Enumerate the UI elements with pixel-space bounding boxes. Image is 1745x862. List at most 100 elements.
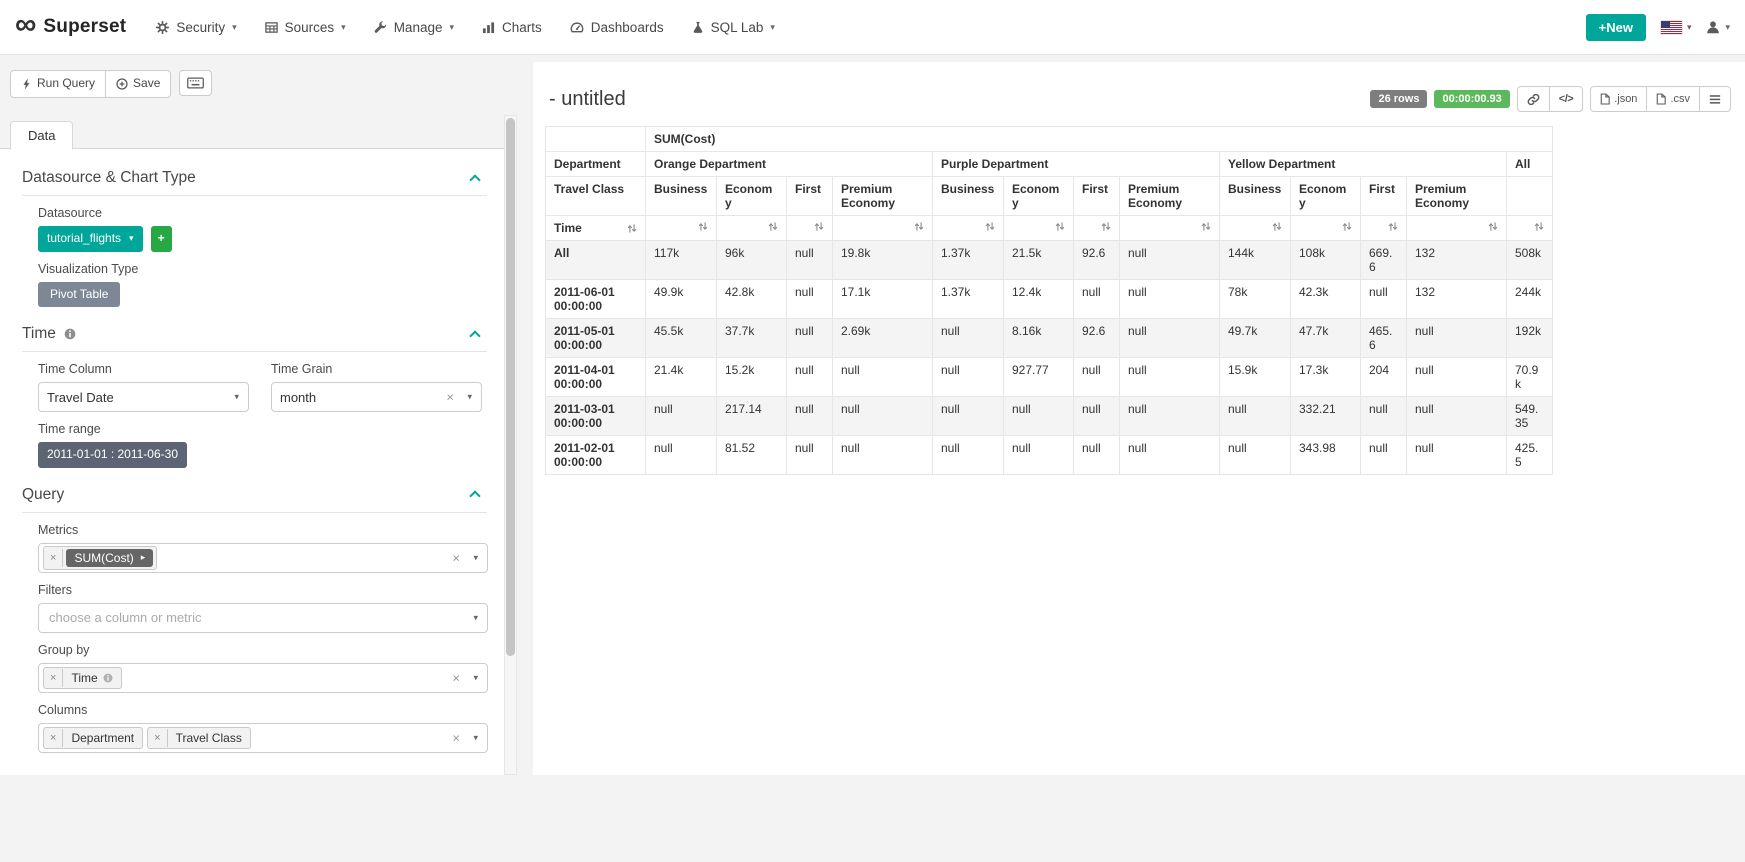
edit-datasource-button[interactable]: +: [150, 226, 172, 252]
pivot-cell: null: [832, 357, 933, 398]
sort-icon[interactable]: [1101, 221, 1111, 232]
pivot-sort-column[interactable]: [786, 215, 833, 242]
section-header-time[interactable]: Time: [22, 317, 487, 353]
pivot-row-header: 2011-06-01 00:00:00: [545, 279, 646, 320]
filters-select[interactable]: choose a column or metric ▾: [38, 602, 488, 633]
embed-code-button[interactable]: </>: [1548, 86, 1584, 113]
viz-type-button[interactable]: Pivot Table: [38, 281, 121, 308]
nav-item-charts[interactable]: Charts: [482, 20, 542, 35]
pivot-sort-column[interactable]: [1290, 215, 1361, 242]
section-header-query[interactable]: Query: [22, 478, 487, 513]
metric-pill[interactable]: SUM(Cost) ▸: [66, 548, 154, 567]
pivot-group-header: Yellow Department: [1219, 151, 1507, 178]
sort-icon[interactable]: [1201, 221, 1211, 232]
pivot-sort-time[interactable]: Time: [545, 215, 646, 242]
file-icon: [1656, 93, 1667, 105]
columns-select[interactable]: × Department × Travel Class × ▾: [38, 722, 488, 753]
chart-menu-button[interactable]: [1699, 86, 1731, 113]
caret-down-icon: ▾: [473, 732, 478, 743]
datasource-button[interactable]: tutorial_flights ▾: [38, 226, 143, 252]
nav-item-dashboards[interactable]: Dashboards: [570, 20, 664, 35]
export-json-button[interactable]: .json: [1590, 86, 1648, 113]
token-travel-class[interactable]: × Travel Class: [147, 726, 251, 749]
keyboard-shortcuts-button[interactable]: [179, 70, 213, 96]
chart-title[interactable]: - untitled: [549, 87, 626, 110]
pivot-sort-column[interactable]: [1119, 215, 1220, 242]
pivot-cell: null: [1073, 279, 1120, 320]
sort-icon[interactable]: [1342, 221, 1352, 232]
sort-icon[interactable]: [814, 221, 824, 232]
token-time[interactable]: × Time: [43, 666, 122, 689]
sort-icon[interactable]: [1488, 221, 1498, 232]
remove-icon[interactable]: ×: [44, 728, 64, 747]
section-datasource: Datasource & Chart Type Datasource tutor…: [22, 161, 487, 308]
pivot-row: All 117k 96k null 19.8k 1.37k 21.5k 92.6 null 144…: [545, 240, 1554, 281]
clear-icon[interactable]: ×: [452, 670, 460, 686]
pivot-cell: 49.7k: [1219, 318, 1291, 359]
clear-icon[interactable]: ×: [446, 389, 454, 405]
time-column-select[interactable]: Travel Date ▾: [38, 382, 249, 413]
sort-icon[interactable]: [985, 221, 995, 232]
pivot-cell: 1.37k: [932, 240, 1004, 281]
run-query-button[interactable]: Run Query: [10, 70, 107, 98]
nav-item-sql-lab[interactable]: SQL Lab ▾: [692, 20, 775, 35]
caret-down-icon: ▾: [341, 21, 346, 32]
pivot-sort-column[interactable]: [1406, 215, 1507, 242]
pivot-cell: null: [1119, 240, 1220, 281]
section-header-datasource[interactable]: Datasource & Chart Type: [22, 161, 487, 196]
sort-icon[interactable]: [1055, 221, 1065, 232]
nav-item-security[interactable]: Security ▾: [156, 20, 237, 35]
export-csv-button[interactable]: .csv: [1646, 86, 1700, 113]
token-department[interactable]: × Department: [43, 726, 144, 749]
sort-icon[interactable]: [1534, 221, 1544, 232]
groupby-select[interactable]: × Time × ▾: [38, 662, 488, 693]
brand[interactable]: ∞ Superset: [15, 9, 126, 40]
new-button[interactable]: +New: [1585, 13, 1646, 41]
language-selector[interactable]: ▾: [1660, 20, 1691, 34]
save-button[interactable]: Save: [105, 70, 172, 98]
remove-icon[interactable]: ×: [44, 548, 64, 567]
sort-icon[interactable]: [768, 221, 778, 232]
pivot-sort-column[interactable]: [1073, 215, 1120, 242]
pivot-class-header: Premium Economy: [832, 176, 933, 217]
pivot-sort-column[interactable]: [1505, 215, 1554, 242]
time-grain-select[interactable]: month × ▾: [271, 382, 482, 413]
left-pane-scrollbar[interactable]: [504, 115, 517, 775]
pivot-cell: null: [1073, 435, 1120, 476]
tab-data[interactable]: Data: [10, 121, 74, 150]
pivot-class-header: Business: [1219, 176, 1291, 217]
token-sum-cost[interactable]: × SUM(Cost) ▸: [43, 545, 158, 570]
nav-item-manage[interactable]: Manage ▾: [374, 20, 454, 35]
pivot-sort-column[interactable]: [1219, 215, 1291, 242]
metrics-select[interactable]: × SUM(Cost) ▸ × ▾: [38, 542, 488, 573]
pivot-sort-column[interactable]: [1003, 215, 1074, 242]
pivot-cell: null: [786, 357, 833, 398]
pivot-cell: 37.7k: [716, 318, 787, 359]
sort-icon[interactable]: [627, 223, 637, 234]
scrollbar-thumb[interactable]: [506, 118, 515, 656]
pivot-sort-column[interactable]: [932, 215, 1004, 242]
pivot-cell: null: [1406, 396, 1507, 437]
remove-icon[interactable]: ×: [148, 728, 168, 747]
clear-icon[interactable]: ×: [452, 550, 460, 566]
sort-icon[interactable]: [1272, 221, 1282, 232]
sort-icon[interactable]: [698, 221, 708, 232]
pivot-sort-column[interactable]: [1360, 215, 1407, 242]
pivot-cell: 8.16k: [1003, 318, 1074, 359]
time-range-button[interactable]: 2011-01-01 : 2011-06-30: [38, 442, 187, 468]
nav-item-sources[interactable]: Sources ▾: [264, 20, 346, 35]
clear-icon[interactable]: ×: [452, 730, 460, 746]
pivot-sort-column[interactable]: [716, 215, 787, 242]
caret-down-icon: ▾: [770, 21, 775, 32]
short-link-button[interactable]: [1516, 86, 1550, 113]
user-menu[interactable]: ▾: [1706, 20, 1730, 34]
sort-icon[interactable]: [1388, 221, 1398, 232]
pivot-cell: null: [1406, 435, 1507, 476]
pivot-cell: null: [1360, 396, 1407, 437]
pivot-cell: 17.3k: [1290, 357, 1361, 398]
pivot-class-header: Economy: [716, 176, 787, 217]
sort-icon[interactable]: [914, 221, 924, 232]
pivot-sort-column[interactable]: [832, 215, 933, 242]
pivot-sort-column[interactable]: [645, 215, 717, 242]
remove-icon[interactable]: ×: [44, 668, 64, 687]
